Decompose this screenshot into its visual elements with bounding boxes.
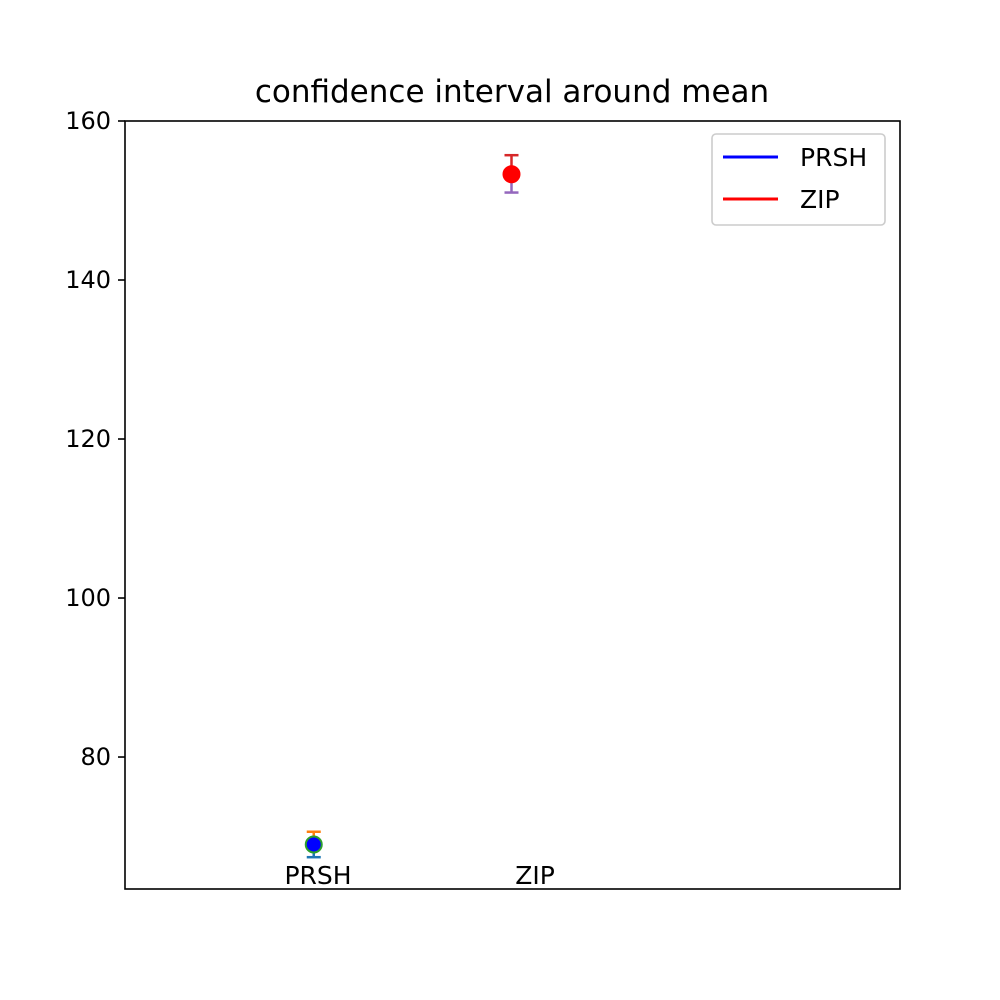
legend: PRSH ZIP bbox=[711, 133, 886, 226]
chart-title: confidence interval around mean bbox=[255, 74, 769, 110]
y-axis: 80 100 120 140 160 bbox=[65, 107, 125, 771]
category-label: PRSH bbox=[284, 861, 351, 890]
category-label: ZIP bbox=[515, 861, 555, 890]
y-tick-label: 120 bbox=[65, 425, 111, 453]
mean-point bbox=[304, 835, 323, 854]
plot-area bbox=[124, 120, 901, 890]
legend-label: PRSH bbox=[800, 143, 867, 172]
mean-point bbox=[502, 165, 521, 184]
y-tick-label: 140 bbox=[65, 266, 111, 294]
y-tick-label: 160 bbox=[65, 107, 111, 135]
y-tick-label: 100 bbox=[65, 584, 111, 612]
category-labels: PRSH ZIP bbox=[284, 861, 554, 890]
y-tick-label: 80 bbox=[80, 743, 111, 771]
data-marks bbox=[304, 153, 521, 859]
legend-label: ZIP bbox=[800, 185, 840, 214]
